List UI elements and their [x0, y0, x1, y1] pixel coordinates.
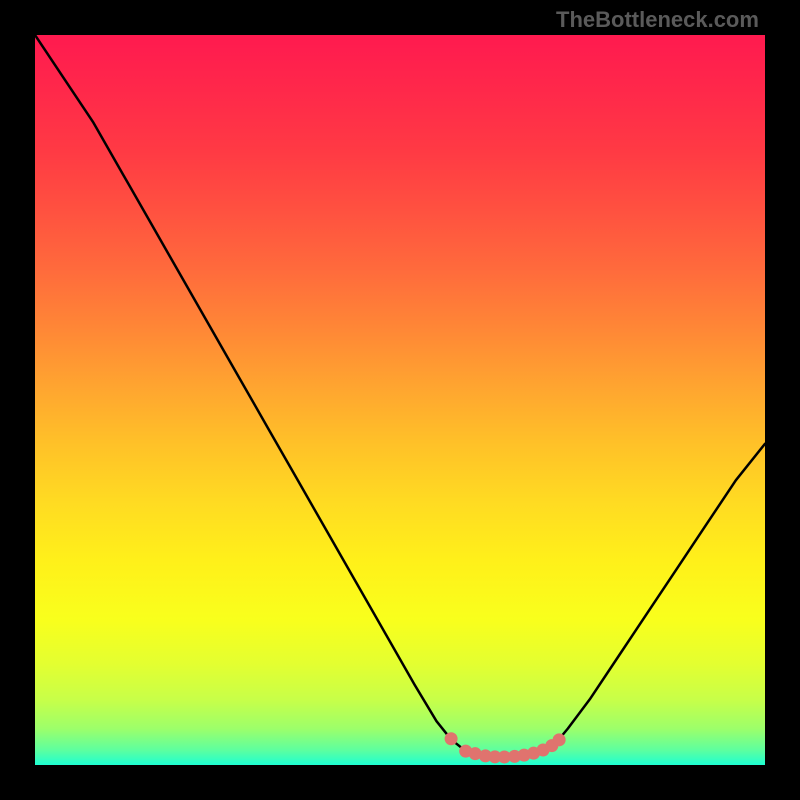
plot-area — [35, 35, 765, 765]
watermark-text: TheBottleneck.com — [556, 7, 759, 33]
gradient-background — [35, 35, 765, 765]
chart-container: TheBottleneck.com — [0, 0, 800, 800]
